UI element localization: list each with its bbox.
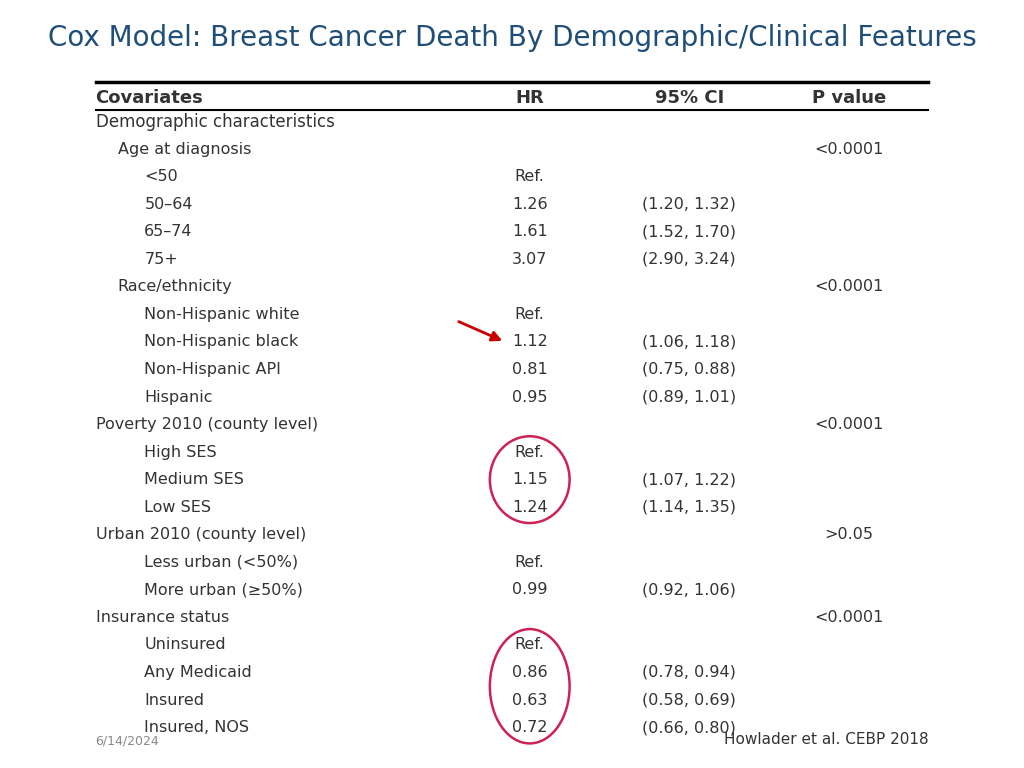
Text: 0.63: 0.63 xyxy=(512,693,548,707)
Text: (2.90, 3.24): (2.90, 3.24) xyxy=(642,252,736,266)
Text: Urban 2010 (county level): Urban 2010 (county level) xyxy=(95,528,306,542)
Text: <0.0001: <0.0001 xyxy=(814,280,884,294)
Text: Ref.: Ref. xyxy=(515,307,545,322)
Text: (1.07, 1.22): (1.07, 1.22) xyxy=(642,472,736,487)
Text: (0.66, 0.80): (0.66, 0.80) xyxy=(642,720,736,735)
Text: 65–74: 65–74 xyxy=(144,224,193,239)
Text: (1.20, 1.32): (1.20, 1.32) xyxy=(642,197,736,212)
Text: >0.05: >0.05 xyxy=(824,528,873,542)
Text: (0.75, 0.88): (0.75, 0.88) xyxy=(642,362,736,377)
Text: Hispanic: Hispanic xyxy=(144,389,213,405)
Text: Ref.: Ref. xyxy=(515,169,545,184)
Text: Non-Hispanic black: Non-Hispanic black xyxy=(144,334,299,349)
Text: (1.52, 1.70): (1.52, 1.70) xyxy=(642,224,736,239)
Text: Non-Hispanic white: Non-Hispanic white xyxy=(144,307,300,322)
Text: (0.58, 0.69): (0.58, 0.69) xyxy=(642,693,736,707)
Text: Non-Hispanic API: Non-Hispanic API xyxy=(144,362,282,377)
Text: P value: P value xyxy=(812,89,886,107)
Text: (0.92, 1.06): (0.92, 1.06) xyxy=(642,582,736,598)
Text: Any Medicaid: Any Medicaid xyxy=(144,665,252,680)
Text: <0.0001: <0.0001 xyxy=(814,417,884,432)
Text: HR: HR xyxy=(515,89,544,107)
Text: Less urban (<50%): Less urban (<50%) xyxy=(144,554,298,570)
Text: 1.26: 1.26 xyxy=(512,197,548,212)
Text: Howlader et al. CEBP 2018: Howlader et al. CEBP 2018 xyxy=(724,733,929,747)
Text: 6/14/2024: 6/14/2024 xyxy=(95,734,160,747)
Text: 95% CI: 95% CI xyxy=(654,89,724,107)
Text: 0.86: 0.86 xyxy=(512,665,548,680)
Text: Insured, NOS: Insured, NOS xyxy=(144,720,249,735)
Text: 75+: 75+ xyxy=(144,252,178,266)
Text: Covariates: Covariates xyxy=(95,89,204,107)
Text: 0.72: 0.72 xyxy=(512,720,548,735)
Text: <0.0001: <0.0001 xyxy=(814,141,884,157)
Text: Poverty 2010 (county level): Poverty 2010 (county level) xyxy=(95,417,317,432)
Text: Low SES: Low SES xyxy=(144,500,211,515)
Text: High SES: High SES xyxy=(144,445,217,459)
Text: (0.78, 0.94): (0.78, 0.94) xyxy=(642,665,736,680)
Text: Insurance status: Insurance status xyxy=(95,610,228,625)
Text: Insured: Insured xyxy=(144,693,204,707)
Text: Cox Model: Breast Cancer Death By Demographic/Clinical Features: Cox Model: Breast Cancer Death By Demogr… xyxy=(48,25,976,52)
Text: 0.81: 0.81 xyxy=(512,362,548,377)
Text: 1.12: 1.12 xyxy=(512,334,548,349)
Text: 1.15: 1.15 xyxy=(512,472,548,487)
Text: Demographic characteristics: Demographic characteristics xyxy=(95,113,335,131)
Text: Race/ethnicity: Race/ethnicity xyxy=(118,280,232,294)
Text: (0.89, 1.01): (0.89, 1.01) xyxy=(642,389,736,405)
Text: 0.99: 0.99 xyxy=(512,582,548,598)
Text: 0.95: 0.95 xyxy=(512,389,548,405)
Text: Ref.: Ref. xyxy=(515,637,545,653)
Text: <50: <50 xyxy=(144,169,178,184)
Text: Medium SES: Medium SES xyxy=(144,472,244,487)
Text: 3.07: 3.07 xyxy=(512,252,548,266)
Text: Age at diagnosis: Age at diagnosis xyxy=(118,141,251,157)
Text: (1.14, 1.35): (1.14, 1.35) xyxy=(642,500,736,515)
Text: Ref.: Ref. xyxy=(515,554,545,570)
Text: 1.24: 1.24 xyxy=(512,500,548,515)
Text: Uninsured: Uninsured xyxy=(144,637,226,653)
Text: (1.06, 1.18): (1.06, 1.18) xyxy=(642,334,736,349)
Text: 1.61: 1.61 xyxy=(512,224,548,239)
Text: <0.0001: <0.0001 xyxy=(814,610,884,625)
Text: 50–64: 50–64 xyxy=(144,197,193,212)
Text: More urban (≥50%): More urban (≥50%) xyxy=(144,582,303,598)
Text: Ref.: Ref. xyxy=(515,445,545,459)
